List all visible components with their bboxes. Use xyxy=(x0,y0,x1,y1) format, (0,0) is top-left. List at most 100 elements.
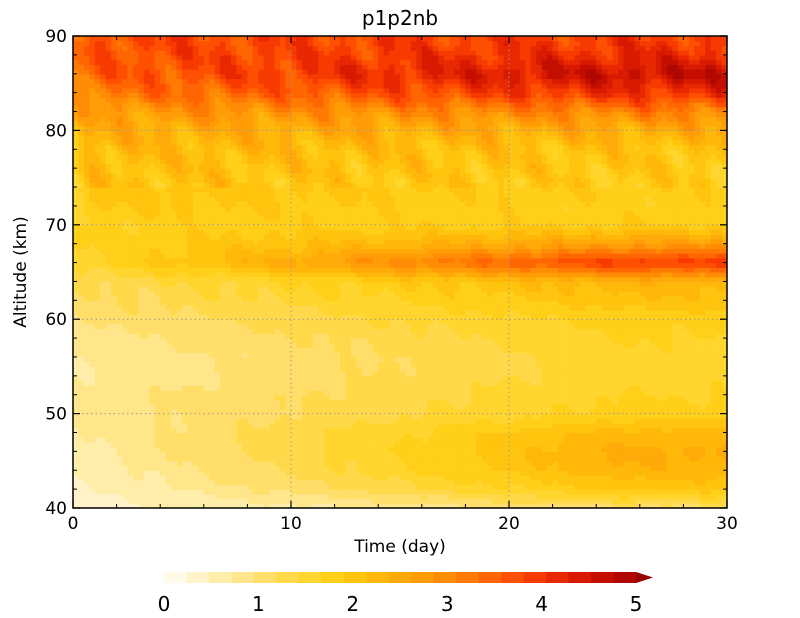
heatmap-cell xyxy=(203,191,210,198)
heatmap-cell xyxy=(252,238,259,245)
heatmap-cell xyxy=(280,172,287,179)
heatmap-cell xyxy=(236,338,243,344)
heatmap-cell xyxy=(89,328,96,334)
heatmap-cell xyxy=(329,187,336,193)
heatmap-cell xyxy=(236,489,243,495)
heatmap-cell xyxy=(149,220,156,226)
heatmap-cell xyxy=(100,276,107,283)
heatmap-cell xyxy=(236,460,243,467)
heatmap-cell xyxy=(296,347,303,353)
heatmap-cell xyxy=(318,276,325,283)
heatmap-cell xyxy=(280,361,287,367)
heatmap-cell xyxy=(269,399,276,405)
heatmap-cell xyxy=(116,465,123,471)
heatmap-cell xyxy=(285,154,292,160)
heatmap-cell xyxy=(214,83,221,89)
heatmap-cell xyxy=(105,154,112,160)
heatmap-cell xyxy=(182,187,189,193)
heatmap-cell xyxy=(192,272,199,278)
heatmap-cell xyxy=(94,323,101,330)
heatmap-cell xyxy=(296,267,303,273)
heatmap-cell xyxy=(280,484,287,490)
heatmap-cell xyxy=(83,238,90,245)
heatmap-cell xyxy=(122,375,129,382)
heatmap-cell xyxy=(231,191,238,198)
heatmap-cell xyxy=(105,375,112,382)
heatmap-cell xyxy=(116,272,123,278)
heatmap-cell xyxy=(312,474,319,481)
heatmap-cell xyxy=(198,262,205,268)
heatmap-cell xyxy=(89,120,96,127)
heatmap-cell xyxy=(187,224,194,231)
heatmap-cell xyxy=(291,224,298,231)
heatmap-cell xyxy=(323,361,330,367)
heatmap-cell xyxy=(252,309,259,316)
heatmap-cell xyxy=(247,399,254,405)
heatmap-cell xyxy=(209,460,216,467)
heatmap-cell xyxy=(252,437,259,443)
heatmap-cell xyxy=(198,139,205,146)
heatmap-cell xyxy=(329,470,336,476)
heatmap-cell xyxy=(132,257,139,264)
heatmap-cell xyxy=(209,248,216,254)
heatmap-cell xyxy=(73,432,80,438)
heatmap-cell xyxy=(323,281,330,287)
heatmap-cell xyxy=(269,427,276,434)
heatmap-cell xyxy=(209,45,216,51)
heatmap-cell xyxy=(154,314,161,320)
heatmap-cell xyxy=(176,305,183,311)
heatmap-cell xyxy=(236,106,243,113)
heatmap-cell xyxy=(192,229,199,235)
heatmap-cell xyxy=(274,191,281,198)
heatmap-cell xyxy=(111,276,118,283)
heatmap-cell xyxy=(94,125,101,131)
heatmap-cell xyxy=(127,413,134,419)
heatmap-cell xyxy=(296,408,303,415)
heatmap-cell xyxy=(323,59,330,65)
heatmap-cell xyxy=(312,106,319,113)
heatmap-cell xyxy=(236,87,243,94)
heatmap-cell xyxy=(73,342,80,349)
heatmap-cell xyxy=(94,418,101,424)
heatmap-cell xyxy=(334,182,341,188)
heatmap-cell xyxy=(187,314,194,320)
heatmap-cell xyxy=(182,234,189,240)
heatmap-cell xyxy=(220,300,227,306)
heatmap-cell xyxy=(149,182,156,188)
heatmap-cell xyxy=(340,423,347,429)
heatmap-cell xyxy=(318,234,325,240)
heatmap-cell xyxy=(127,423,134,429)
heatmap-cell xyxy=(192,177,199,183)
heatmap-cell xyxy=(274,333,281,339)
heatmap-cell xyxy=(312,163,319,169)
heatmap-cell xyxy=(192,456,199,462)
heatmap-cell xyxy=(340,177,347,183)
heatmap-cell xyxy=(149,342,156,349)
heatmap-cell xyxy=(274,177,281,183)
heatmap-cell xyxy=(73,413,80,419)
heatmap-cell xyxy=(280,333,287,339)
heatmap-cell xyxy=(203,224,210,231)
heatmap-cell xyxy=(89,135,96,141)
heatmap-cell xyxy=(138,366,145,372)
heatmap-cell xyxy=(285,78,292,84)
heatmap-cell xyxy=(122,404,129,410)
heatmap-cell xyxy=(198,489,205,495)
heatmap-cell xyxy=(263,50,270,56)
heatmap-cell xyxy=(203,182,210,188)
heatmap-cell xyxy=(312,102,319,108)
heatmap-cell xyxy=(192,120,199,127)
heatmap-cell xyxy=(334,229,341,235)
heatmap-cell xyxy=(187,97,194,103)
heatmap-cell xyxy=(296,54,303,61)
heatmap-cell xyxy=(143,489,150,495)
heatmap-cell xyxy=(329,503,336,508)
heatmap-cell xyxy=(132,54,139,61)
heatmap-cell xyxy=(132,196,139,202)
heatmap-cell xyxy=(241,295,248,301)
heatmap-cell xyxy=(73,460,80,467)
heatmap-cell xyxy=(307,45,314,51)
heatmap-cell xyxy=(132,437,139,443)
heatmap-cell xyxy=(318,380,325,386)
heatmap-cell xyxy=(83,83,90,89)
